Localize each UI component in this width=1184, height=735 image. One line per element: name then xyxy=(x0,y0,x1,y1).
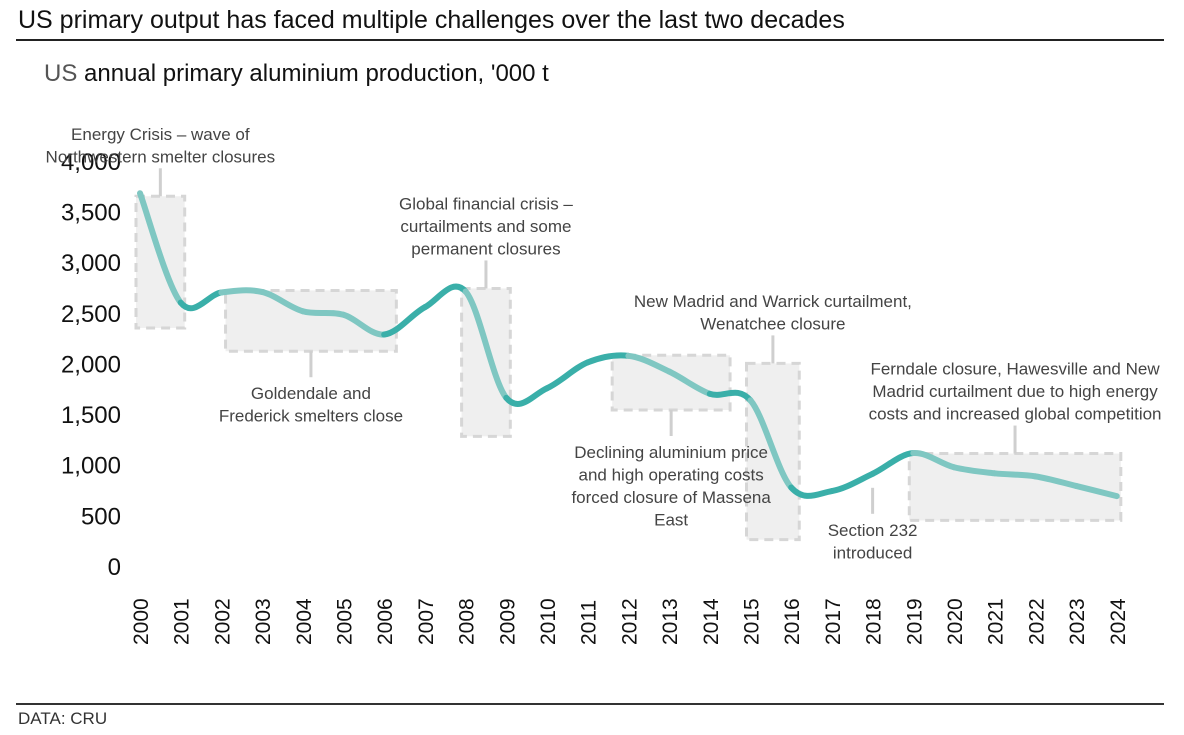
annotation-section-232: introduced xyxy=(833,543,912,562)
chart-subtitle: US annual primary aluminium production, … xyxy=(44,60,549,88)
x-tick-label: 2006 xyxy=(374,598,397,645)
y-tick-label: 2,000 xyxy=(61,351,121,378)
line-segment-2005 xyxy=(340,311,388,338)
line-segment-2014 xyxy=(706,389,754,404)
annotation-massena: Declining aluminium price xyxy=(574,443,768,462)
y-tick-label: 3,500 xyxy=(61,199,121,226)
x-tick-label: 2012 xyxy=(618,598,641,645)
y-tick-label: 4,000 xyxy=(61,149,121,176)
line-segment-2017 xyxy=(828,470,876,495)
line-segment-2020 xyxy=(951,464,998,477)
line-segment-2008 xyxy=(462,288,510,401)
annotation-goldendale: Goldendale and xyxy=(251,384,371,403)
top-rule xyxy=(16,39,1164,41)
subtitle-prefix: US xyxy=(44,60,78,87)
x-tick-label: 2024 xyxy=(1107,598,1130,645)
y-tick-label: 1,000 xyxy=(61,453,121,480)
line-segment-2015 xyxy=(747,397,795,491)
y-tick-label: 0 xyxy=(108,554,121,581)
annotation-ferndale: Madrid curtailment due to high energy xyxy=(872,382,1158,401)
production-line xyxy=(137,190,1120,500)
x-tick-label: 2003 xyxy=(252,598,275,645)
line-segment-2018 xyxy=(869,450,917,477)
annotation-box-gfc xyxy=(460,286,512,438)
annotation-gfc: permanent closures xyxy=(411,239,560,258)
annotation-box-goldendale xyxy=(224,288,398,353)
line-segment-2006 xyxy=(381,304,428,338)
y-tick-label: 500 xyxy=(81,503,121,530)
x-tick-label: 2018 xyxy=(863,598,886,645)
y-tick-label: 1,500 xyxy=(61,402,121,429)
line-segment-2007 xyxy=(421,283,469,311)
annotation-massena: forced closure of Massena xyxy=(571,488,771,507)
annotation-section-232: Section 232 xyxy=(828,521,918,540)
line-segment-2021 xyxy=(991,470,1039,480)
x-tick-label: 2014 xyxy=(700,598,723,645)
y-tick-label: 3,000 xyxy=(61,250,121,277)
line-segment-2016 xyxy=(788,484,835,499)
subtitle-text: annual primary aluminium production, '00… xyxy=(77,60,549,87)
annotation-goldendale: Frederick smelters close xyxy=(219,407,403,426)
annotation-massena: East xyxy=(654,510,688,529)
annotation-ferndale: costs and increased global competition xyxy=(869,405,1162,424)
x-tick-label: 2005 xyxy=(334,598,357,645)
chart-headline: US primary output has faced multiple cha… xyxy=(18,6,845,34)
line-segment-2023 xyxy=(1073,482,1120,500)
line-segment-2000 xyxy=(137,190,184,306)
annotation-gfc: Global financial crisis – xyxy=(399,194,573,213)
line-segment-2022 xyxy=(1032,473,1080,489)
annotation-gfc: curtailments and some xyxy=(400,217,571,236)
x-tick-label: 2016 xyxy=(781,598,804,645)
x-tick-label: 2004 xyxy=(293,598,316,645)
annotation-ferndale: Ferndale closure, Hawesville and New xyxy=(870,360,1160,379)
annotation-massena: and high operating costs xyxy=(579,465,764,484)
x-tick-label: 2011 xyxy=(578,600,601,645)
line-segment-2010 xyxy=(544,359,591,392)
line-segment-2003 xyxy=(259,288,306,315)
y-tick-label: 2,500 xyxy=(61,301,121,328)
annotation-box-massena xyxy=(610,353,732,412)
annotation-labels: Energy Crisis – wave of Northwestern smel… xyxy=(46,125,1162,563)
x-tick-label: 2022 xyxy=(1025,598,1048,645)
line-segment-2009 xyxy=(503,385,550,407)
x-tick-label: 2007 xyxy=(415,598,438,645)
x-tick-label: 2015 xyxy=(741,598,764,645)
x-tick-label: 2021 xyxy=(985,598,1008,645)
line-segment-2004 xyxy=(299,308,347,318)
annotation-new-madrid: Wenatchee closure xyxy=(700,314,845,333)
x-tick-label: 2008 xyxy=(456,598,479,645)
annotation-energy-crisis: Northwestern smelter closures xyxy=(46,147,276,166)
line-segment-2001 xyxy=(177,289,225,312)
x-tick-label: 2017 xyxy=(822,598,845,645)
x-tick-label: 2001 xyxy=(171,598,194,645)
source-note: DATA: CRU xyxy=(18,709,108,728)
x-tick-label: 2002 xyxy=(211,598,234,645)
x-tick-label: 2010 xyxy=(537,598,560,645)
line-segment-2012 xyxy=(625,352,673,375)
y-axis: 0 500 1,000 1,500 2,000 2,500 3,000 3,500 4,000 xyxy=(61,149,121,581)
x-tick-label: 2009 xyxy=(496,598,519,645)
annotation-energy-crisis: Energy Crisis – wave of xyxy=(71,125,250,144)
line-segment-2002 xyxy=(218,287,266,296)
line-segment-2019 xyxy=(910,450,957,471)
annotation-new-madrid: New Madrid and Warrick curtailment, xyxy=(634,292,912,311)
bottom-rule xyxy=(16,703,1164,705)
line-segment-2011 xyxy=(584,352,632,366)
x-axis: 2000 2001 2002 2003 2004 2005 2006 2007 2008 2009… xyxy=(130,598,1130,645)
x-tick-label: 2019 xyxy=(903,598,926,645)
x-tick-label: 2000 xyxy=(130,598,153,645)
line-segment-2013 xyxy=(666,368,713,397)
x-tick-label: 2020 xyxy=(944,598,967,645)
x-tick-label: 2023 xyxy=(1066,598,1089,645)
x-tick-label: 2013 xyxy=(659,598,682,645)
